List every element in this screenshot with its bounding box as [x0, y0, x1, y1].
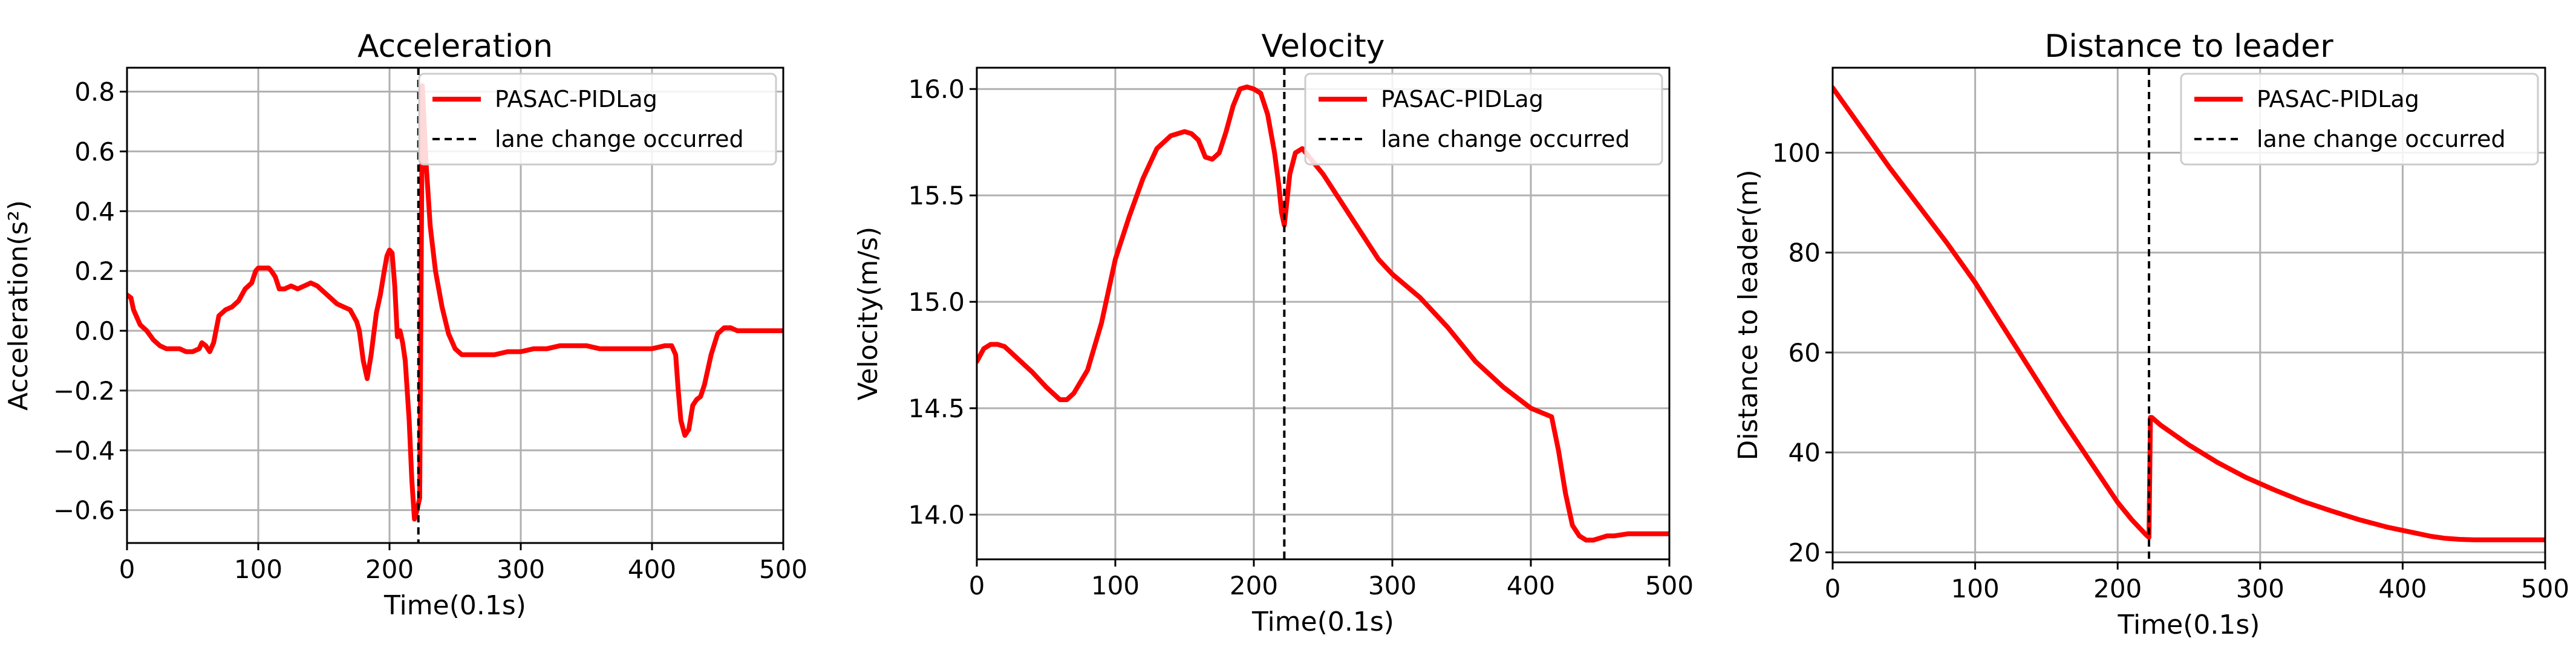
y-tick-label: 0.0: [74, 316, 115, 346]
x-tick-label: 100: [1951, 574, 2000, 603]
x-tick-label: 500: [759, 554, 807, 584]
y-axis-label: Velocity(m/s): [853, 227, 884, 401]
y-tick-label: 15.0: [908, 287, 965, 317]
legend-label: lane change occurred: [495, 126, 744, 152]
y-tick-label: 60: [1789, 338, 1821, 368]
y-tick-label: 0.6: [74, 137, 115, 166]
x-tick-label: 300: [2236, 574, 2284, 603]
x-tick-label: 400: [628, 554, 676, 584]
legend-label: lane change occurred: [2257, 126, 2506, 152]
legend-box: [1304, 73, 1663, 166]
axes-frame: [976, 67, 1671, 561]
x-axis-label: Time(0.1s): [2118, 610, 2260, 640]
x-tick-label: 0: [119, 554, 135, 584]
legend-label: lane change occurred: [1381, 126, 1630, 152]
y-tick-label: −0.2: [53, 376, 115, 406]
y-tick-label: 15.5: [908, 181, 965, 210]
y-tick-label: 100: [1772, 138, 1821, 167]
chart-1: 0 100 200 300 400 500 −0.6 −0.4 −0.2 0.0 0.2 0.4 0.6…: [3, 28, 807, 621]
x-axis-label: Time(0.1s): [383, 590, 526, 621]
x-tick-label: 200: [2093, 574, 2142, 603]
legend-label: PASAC-PIDLag: [1381, 86, 1544, 112]
axes-frame: [1831, 67, 2546, 564]
x-tick-label: 500: [1645, 571, 1694, 600]
y-axis-label: Distance to leader(m): [1733, 169, 1764, 460]
x-tick-label: 400: [1507, 571, 1555, 600]
x-tick-label: 500: [2521, 574, 2569, 603]
x-tick-label: 200: [1230, 571, 1278, 600]
chart-title: Distance to leader: [2044, 28, 2333, 65]
y-tick-label: 0.2: [74, 256, 115, 286]
x-tick-label: 300: [497, 554, 545, 584]
y-tick-label: 0.8: [74, 77, 115, 107]
x-tick-label: 0: [1825, 574, 1841, 603]
y-tick-label: 0.4: [74, 197, 115, 226]
series-line-pasac-pidlag: [977, 84, 1669, 543]
x-tick-label: 300: [1368, 571, 1417, 600]
chart-3: 0 100 200 300 400 500 20 40 60 80 100 Distance to l…: [1733, 28, 2569, 640]
legend-label: PASAC-PIDLag: [2257, 86, 2419, 112]
legend: PASAC-PIDLag lane change occurred: [2180, 73, 2539, 166]
x-tick-label: 200: [365, 554, 414, 584]
y-tick-label: −0.6: [53, 496, 115, 525]
legend: PASAC-PIDLag lane change occurred: [418, 73, 777, 166]
y-tick-label: 14.5: [908, 394, 965, 423]
y-tick-label: 20: [1789, 538, 1821, 567]
series-line-pasac-pidlag: [127, 83, 783, 522]
x-axis-label: Time(0.1s): [1251, 606, 1394, 637]
axes-frame: [126, 67, 784, 544]
y-tick-label: 16.0: [908, 74, 965, 104]
chart-title: Velocity: [1262, 28, 1385, 65]
y-tick-label: 14.0: [908, 500, 965, 530]
x-tick-label: 100: [234, 554, 282, 584]
x-tick-label: 100: [1091, 571, 1140, 600]
chart-title: Acceleration: [357, 28, 553, 65]
y-tick-label: 40: [1789, 438, 1821, 467]
x-tick-label: 0: [969, 571, 985, 600]
legend-label: PASAC-PIDLag: [495, 86, 657, 112]
y-tick-label: 80: [1789, 238, 1821, 268]
legend: PASAC-PIDLag lane change occurred: [1304, 73, 1663, 166]
chart-2: 0 100 200 300 400 500 14.0 14.5 15.0 15.5 16.0 Velo…: [853, 28, 1694, 637]
series-line-pasac-pidlag: [1833, 85, 2545, 542]
x-tick-label: 400: [2378, 574, 2427, 603]
y-tick-label: −0.4: [53, 436, 115, 466]
legend-box: [2180, 73, 2539, 166]
y-axis-label: Acceleration(s²): [3, 200, 34, 411]
legend-box: [418, 73, 777, 166]
